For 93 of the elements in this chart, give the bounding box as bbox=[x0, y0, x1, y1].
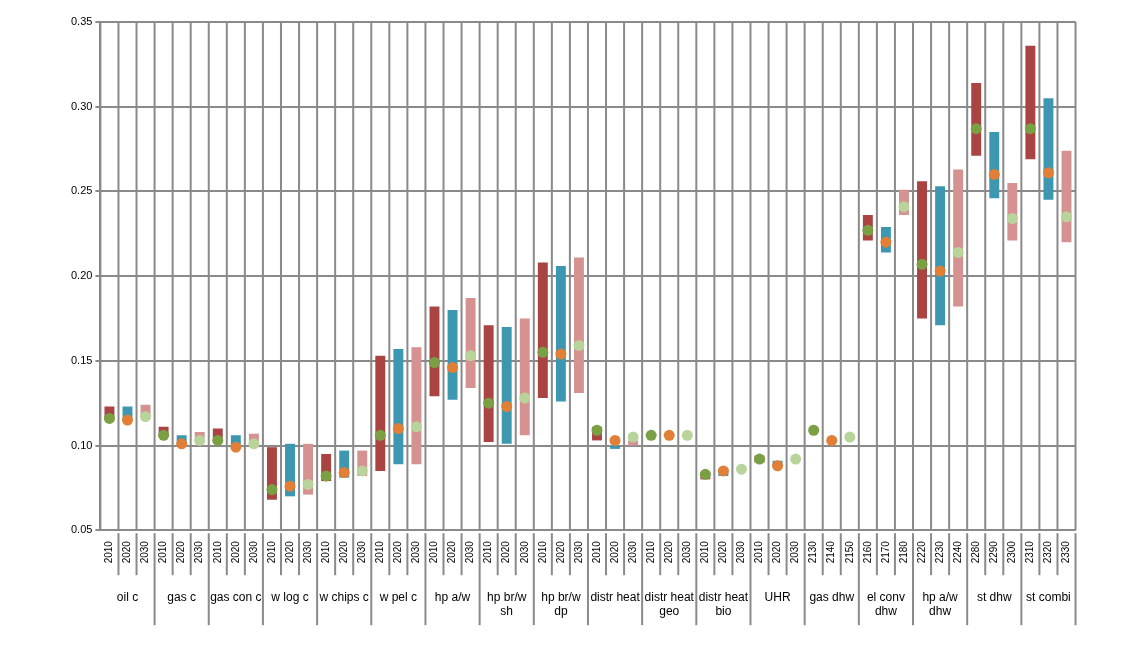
bar bbox=[935, 186, 946, 326]
text: 2010 bbox=[482, 540, 494, 564]
text: 2030 bbox=[193, 540, 205, 564]
text: 2320 bbox=[1042, 540, 1054, 564]
bar bbox=[1043, 98, 1054, 200]
text: 2010 bbox=[644, 540, 656, 564]
text: 2030 bbox=[464, 540, 476, 564]
text: 2020 bbox=[337, 540, 349, 564]
text: 2030 bbox=[410, 540, 422, 564]
text: 2020 bbox=[717, 540, 729, 564]
text: 2030 bbox=[247, 540, 259, 564]
y-tick-label: 0.05 bbox=[70, 523, 93, 536]
text: 2160 bbox=[861, 540, 873, 564]
x-tick-label: hp a/w dhw bbox=[922, 589, 959, 619]
text: 2230 bbox=[933, 540, 945, 564]
bar bbox=[953, 169, 964, 307]
text: 2300 bbox=[1006, 540, 1018, 564]
text: 2310 bbox=[1024, 540, 1036, 564]
text: 2240 bbox=[951, 540, 963, 564]
text: 2010 bbox=[428, 540, 440, 564]
text: 2180 bbox=[897, 540, 909, 564]
text: 2020 bbox=[771, 540, 783, 564]
text: 2010 bbox=[753, 540, 765, 564]
x-tick-label: gas con c bbox=[210, 589, 262, 604]
text: 2020 bbox=[446, 540, 458, 564]
text: 2010 bbox=[536, 540, 548, 564]
text: 2020 bbox=[608, 540, 620, 564]
text: 2010 bbox=[103, 540, 115, 564]
bar bbox=[917, 181, 927, 319]
text: 2330 bbox=[1060, 540, 1072, 564]
text: 2010 bbox=[157, 540, 169, 564]
x-tick-label: hp br/w sh bbox=[487, 589, 527, 619]
y-tick-label: 0.35 bbox=[70, 15, 93, 28]
text: 2010 bbox=[319, 540, 331, 564]
x-tick-label: distr heat geo bbox=[644, 589, 695, 619]
bar bbox=[483, 325, 494, 443]
y-tick-label: 0.30 bbox=[70, 99, 93, 112]
bar bbox=[375, 355, 386, 471]
x-tick-label: hp a/w bbox=[434, 589, 471, 604]
text: 2140 bbox=[825, 540, 837, 564]
bar bbox=[393, 348, 404, 465]
text: 2020 bbox=[175, 540, 187, 564]
text: 2030 bbox=[789, 540, 801, 564]
text: 2020 bbox=[283, 540, 295, 564]
text: 2290 bbox=[988, 540, 1000, 564]
text: 2010 bbox=[211, 540, 223, 564]
text: 2020 bbox=[662, 540, 674, 564]
text: 2020 bbox=[229, 540, 241, 564]
text: 2030 bbox=[681, 540, 693, 564]
bar bbox=[537, 262, 548, 399]
bar bbox=[501, 326, 512, 444]
text: 2170 bbox=[879, 540, 891, 564]
bar bbox=[411, 347, 422, 465]
text: 2220 bbox=[915, 540, 927, 564]
text: 2010 bbox=[699, 540, 711, 564]
text: 2020 bbox=[121, 540, 133, 564]
text: 2020 bbox=[554, 540, 566, 564]
x-tick-label: UHR bbox=[764, 589, 791, 604]
y-tick-label: 0.25 bbox=[70, 184, 93, 197]
bar bbox=[519, 318, 530, 436]
y-tick-label: 0.15 bbox=[70, 353, 93, 366]
x-tick-label: hp br/w dp bbox=[541, 589, 581, 619]
text: 2030 bbox=[735, 540, 747, 564]
text: 2280 bbox=[969, 540, 981, 564]
text: 2010 bbox=[590, 540, 602, 564]
x-tick-label: w pel c bbox=[378, 589, 418, 604]
text: 2030 bbox=[626, 540, 638, 564]
bar bbox=[573, 257, 584, 393]
x-tick-label: distr heat bio bbox=[698, 589, 749, 619]
text: 2030 bbox=[356, 540, 367, 564]
y-tick-label: 0.10 bbox=[70, 438, 93, 451]
x-tick-label: oil c bbox=[116, 589, 139, 604]
y-tick-label: 0.20 bbox=[70, 269, 93, 282]
bar bbox=[555, 265, 566, 402]
x-tick-label: w chips c bbox=[318, 589, 369, 604]
x-tick-label: el conv dhw bbox=[866, 589, 905, 619]
x-tick-label: st dhw bbox=[976, 589, 1012, 604]
text: 2150 bbox=[843, 540, 855, 564]
x-tick-label: gas dhw bbox=[809, 589, 855, 604]
text: 2030 bbox=[518, 540, 530, 564]
text: 2130 bbox=[807, 540, 819, 564]
text: 2020 bbox=[500, 540, 512, 564]
text: 2010 bbox=[374, 540, 386, 564]
text: 2030 bbox=[139, 540, 151, 564]
x-tick-label: gas c bbox=[167, 589, 197, 604]
text: 2030 bbox=[301, 540, 313, 564]
x-tick-label: w log c bbox=[270, 589, 309, 604]
text: 2010 bbox=[265, 540, 277, 564]
x-tick-label: st combi bbox=[1026, 589, 1071, 604]
text: 2020 bbox=[392, 540, 404, 564]
text: 2030 bbox=[572, 540, 584, 564]
x-tick-label: distr heat bbox=[590, 589, 641, 604]
bar bbox=[1025, 45, 1036, 160]
